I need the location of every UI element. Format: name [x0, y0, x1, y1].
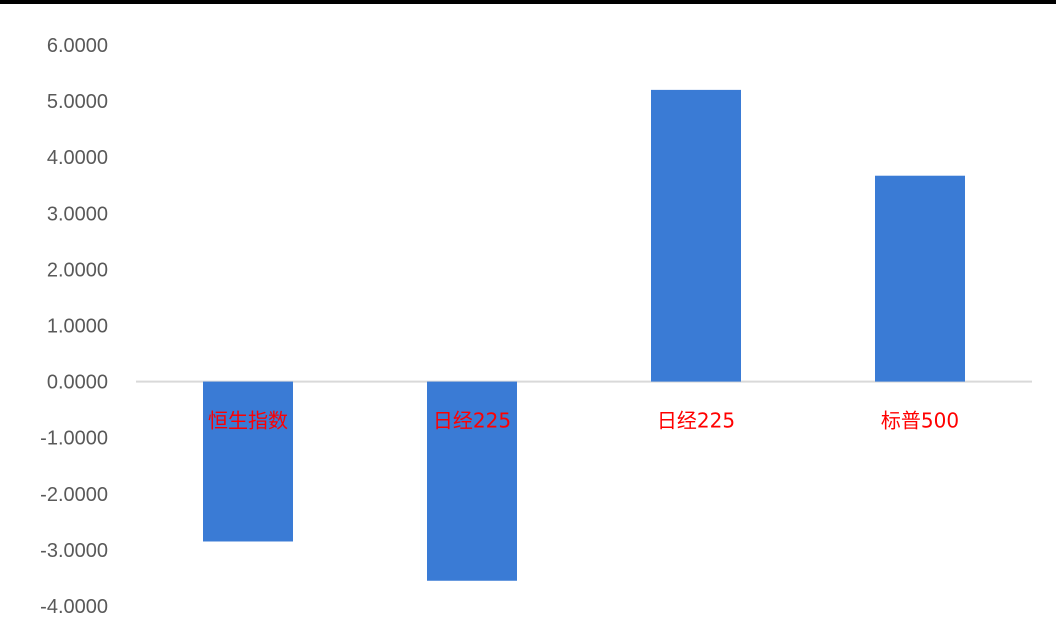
y-tick-label: 6.0000	[47, 35, 108, 57]
category-labels: 恒生指数 日经225 日经225 标普500	[208, 409, 959, 433]
y-axis-tick-labels: 6.0000 5.0000 4.0000 3.0000 2.0000 1.0000 0.00…	[40, 35, 108, 618]
bar	[203, 381, 293, 542]
y-tick-label: -4.0000	[40, 596, 108, 618]
category-label: 日经225	[433, 409, 511, 433]
bar	[427, 381, 517, 581]
top-border-rule	[0, 0, 1056, 4]
category-label: 日经225	[657, 409, 735, 433]
y-tick-label: 0.0000	[47, 372, 108, 394]
bar	[875, 175, 965, 382]
y-tick-label: 3.0000	[47, 203, 108, 225]
y-tick-label: 2.0000	[47, 259, 108, 281]
category-label: 标普500	[881, 409, 959, 433]
bar	[651, 89, 741, 382]
y-tick-label: -3.0000	[40, 540, 108, 562]
y-tick-label: 1.0000	[47, 316, 108, 338]
category-label: 恒生指数	[208, 409, 288, 433]
bars-group	[203, 89, 965, 581]
y-tick-label: 5.0000	[47, 91, 108, 113]
y-tick-label: -2.0000	[40, 484, 108, 506]
y-tick-label: 4.0000	[47, 147, 108, 169]
y-tick-label: -1.0000	[40, 428, 108, 450]
